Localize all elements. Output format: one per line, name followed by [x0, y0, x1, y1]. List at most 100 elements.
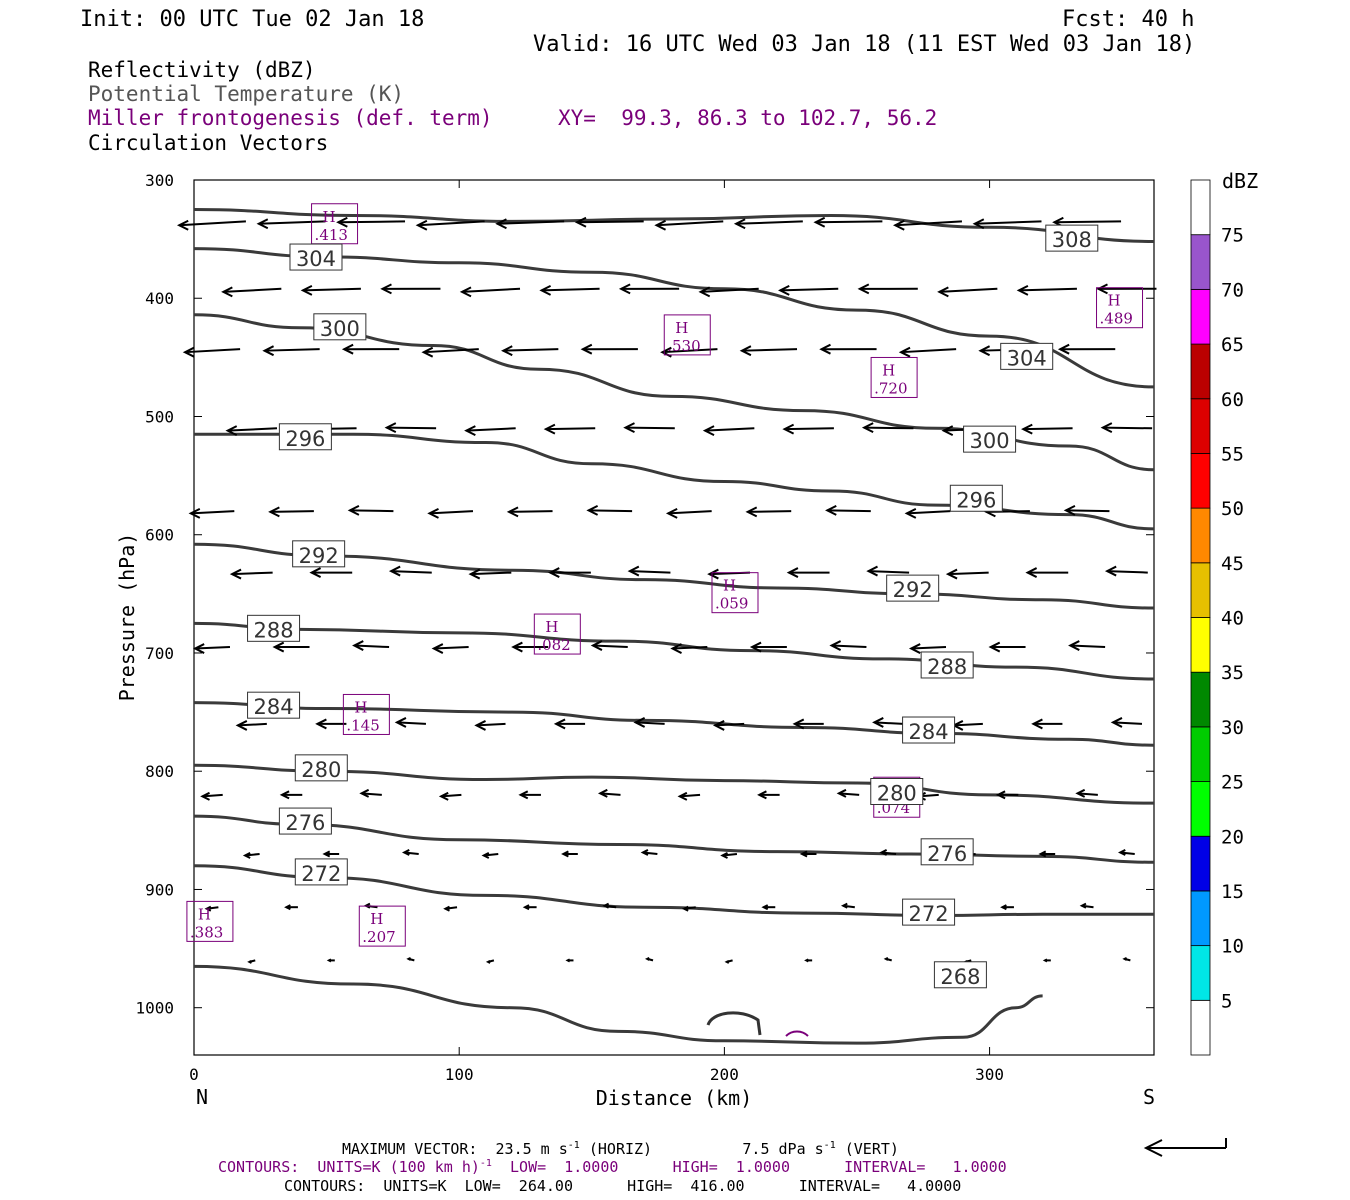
valid-time-label: Valid: 16 UTC Wed 03 Jan 18 (11 EST Wed …: [533, 32, 1195, 57]
isentrope-label-box: [247, 691, 301, 719]
isentrope-label-box: [933, 961, 987, 989]
isentrope-280: [193, 763, 1155, 805]
colorbar-segment: [1190, 343, 1211, 400]
circulation-vector-head: [1117, 849, 1126, 856]
isentrope-label-268: 268: [940, 965, 980, 989]
circulation-vector-head: [586, 504, 599, 516]
circulation-vector-head: [623, 422, 635, 434]
colorbar-label: 10: [1221, 936, 1244, 958]
colorbar-segment: [1190, 507, 1211, 564]
fg-max-letter: H: [370, 910, 383, 928]
colorbar-segment: [1190, 726, 1211, 782]
isentrope-label-280: 280: [301, 758, 341, 782]
colorbar-segment: [1190, 453, 1211, 509]
circulation-vector-head: [707, 568, 719, 580]
circulation-vector-head: [574, 216, 587, 228]
circulation-vector-head: [384, 422, 397, 434]
circulation-vector: [190, 510, 235, 515]
isentrope-label-304: 304: [296, 247, 336, 271]
circulation-vector-head: [415, 219, 428, 231]
circulation-vector: [545, 427, 596, 431]
circulation-vector-head: [782, 423, 795, 435]
fg-max-letter: H: [675, 319, 688, 337]
circulation-vector-head: [543, 423, 556, 435]
circulation-vector-head: [459, 286, 472, 298]
fg-max-box: [870, 356, 918, 398]
circulation-vector: [906, 510, 951, 515]
isentrope-label-284: 284: [909, 720, 949, 744]
axis-tick-labels: 300 400 500 600 700 800 900 1000 0 100 200 300: [135, 171, 1004, 1084]
isentrope-label-280: 280: [877, 782, 917, 806]
circulation-vector-head: [485, 959, 491, 964]
isentrope-label-box: [294, 754, 348, 782]
fg-max-box: [1096, 287, 1144, 329]
circulation-vector-head: [315, 718, 327, 730]
circulation-vector-head: [724, 959, 730, 964]
circulation-vector: [232, 571, 273, 576]
circulation-vector: [576, 220, 644, 224]
circulation-vector-head: [272, 641, 285, 653]
colorbar-label: 55: [1221, 443, 1244, 465]
circulation-vector: [895, 220, 962, 227]
circulation-vector: [715, 722, 745, 727]
circulation-vector-head: [421, 346, 434, 358]
circulation-vector: [1077, 792, 1098, 796]
isentrope-label-box: [920, 838, 974, 866]
x-axis-title: Distance (km): [596, 1086, 753, 1110]
circulation-vector-head: [300, 284, 313, 296]
circulation-vector: [461, 287, 521, 293]
isentrope-label-276: 276: [285, 811, 325, 835]
circulation-vector: [423, 348, 479, 354]
isentrope-268: [193, 964, 1043, 1045]
circulation-vector: [302, 287, 361, 292]
circulation-vector-head: [539, 284, 552, 296]
circulation-vector: [635, 721, 665, 725]
circulation-vector-head: [200, 791, 210, 801]
circulation-vector: [476, 722, 506, 727]
circulation-vector: [202, 793, 223, 798]
colorbar-segment: [1190, 179, 1211, 236]
fg-max-value: .383: [190, 923, 223, 941]
circulation-vector-head: [670, 643, 682, 654]
fg-max-value: .207: [362, 928, 395, 946]
colorbar-label: 65: [1221, 334, 1244, 356]
circulation-vector-head: [879, 849, 888, 856]
circulation-vector-head: [972, 218, 985, 230]
isentrope-label-box: [294, 858, 348, 886]
circulation-vector: [354, 644, 390, 649]
fg-max-letter: H: [323, 208, 336, 226]
fg-max-box: [358, 905, 406, 947]
circulation-vector-head: [825, 504, 837, 516]
circulation-vector-head: [1104, 565, 1117, 577]
isentrope-label-box: [1045, 224, 1099, 252]
circulation-vector-head: [468, 568, 481, 580]
circulation-vector-head: [495, 218, 507, 230]
circulation-vector: [679, 793, 701, 798]
circulation-vector-head: [406, 956, 412, 961]
y-tick-label: 700: [145, 644, 174, 663]
circulation-vector-head: [548, 567, 560, 578]
circulation-vector: [625, 426, 675, 430]
y-axis-title: Pressure (hPa): [115, 533, 139, 702]
colorbar-segment: [1190, 781, 1211, 837]
circulation-vector-head: [268, 506, 280, 518]
circulation-vector: [1065, 509, 1110, 513]
circulation-vector-head: [176, 219, 189, 231]
isentrope-label-box: [902, 898, 956, 926]
circulation-vector: [179, 220, 246, 227]
colorbar-segment: [1190, 671, 1211, 728]
isentrope-label-box: [949, 484, 1003, 512]
circulation-vector: [911, 646, 947, 650]
circulation-vector: [338, 220, 406, 224]
isentrope-label-box: [920, 651, 974, 679]
colorbar-segment: [1190, 945, 1211, 1001]
colorbar-label: 30: [1221, 717, 1244, 739]
colorbar-segment: [1190, 890, 1211, 947]
circulation-vector-head: [1025, 567, 1038, 578]
circulation-vector-head: [1075, 788, 1086, 798]
colorbar-label: 35: [1221, 662, 1244, 684]
isentrope-label-box: [963, 425, 1017, 453]
colorbar-segment: [1190, 288, 1211, 345]
isentrope-label-296: 296: [956, 488, 996, 512]
